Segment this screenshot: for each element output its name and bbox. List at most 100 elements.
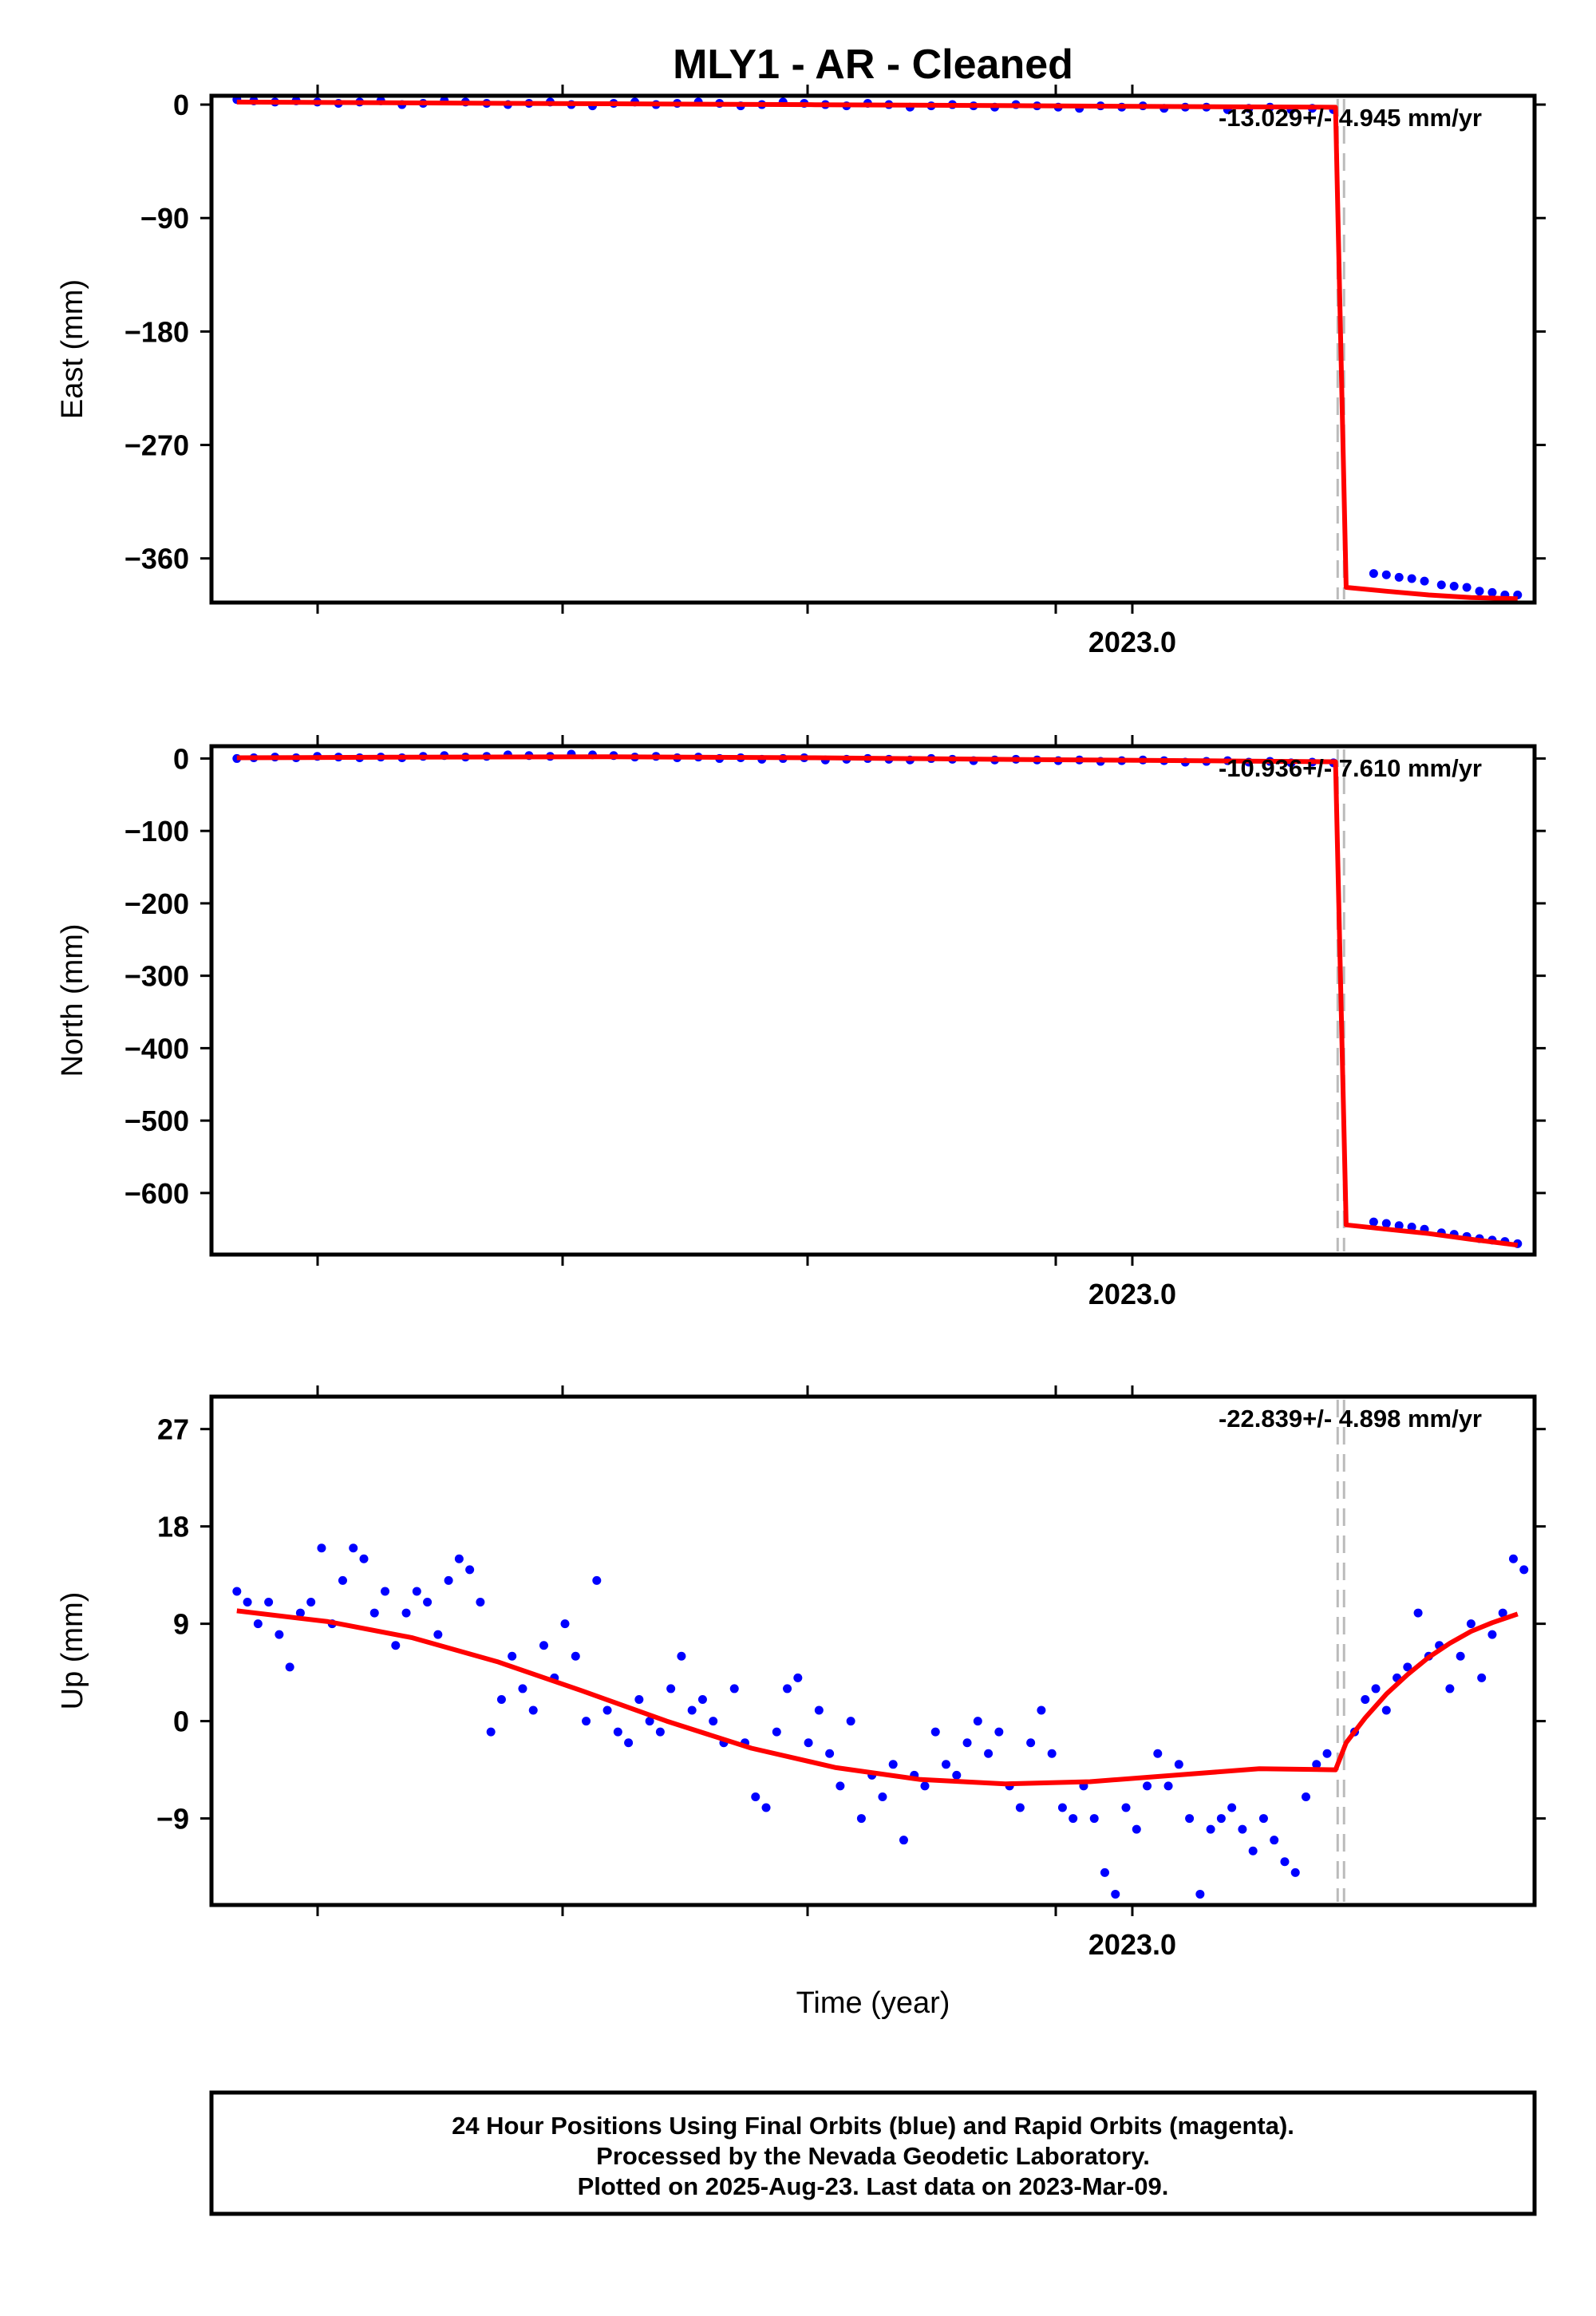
- observation-point: [1361, 1694, 1370, 1704]
- observation-point: [1069, 1814, 1078, 1824]
- x-tick-label: 2023.0: [1088, 1278, 1176, 1310]
- north-panel: 0 −100 −200 −300 −400 −500 −600 2023.0 North (mm…: [56, 735, 1546, 1310]
- observation-point: [1301, 1792, 1310, 1801]
- observation-point: [1403, 1662, 1412, 1672]
- observation-point: [338, 1575, 347, 1585]
- footer-box: [209, 2090, 1537, 2216]
- observation-point: [486, 1727, 496, 1737]
- observation-point: [391, 1641, 401, 1650]
- observation-point: [1394, 572, 1404, 582]
- observation-point: [655, 1727, 665, 1737]
- observation-point: [433, 1630, 443, 1639]
- footer-line-3: Plotted on 2025-Aug-23. Last data on 202…: [578, 2172, 1169, 2200]
- y-axis-label: North (mm): [56, 923, 89, 1077]
- y-tick-label: −300: [124, 960, 189, 993]
- observation-point: [1519, 1565, 1529, 1575]
- observation-point: [369, 1608, 379, 1618]
- observation-point: [465, 1565, 475, 1575]
- up-panel: 27 18 9 0 −9 2023.0 Up (mm) -22.839+/- 4.898 mm…: [56, 1385, 1546, 1961]
- observation-point: [1111, 1889, 1120, 1899]
- observation-point: [359, 1554, 369, 1563]
- observation-point: [1143, 1781, 1152, 1791]
- observation-point: [1381, 570, 1391, 579]
- observation-point: [592, 1575, 602, 1585]
- observation-point: [1290, 1867, 1300, 1877]
- observation-point: [751, 1792, 760, 1801]
- y-tick-label: −200: [124, 887, 189, 920]
- observation-point: [1248, 1846, 1258, 1856]
- observation-point: [1322, 1749, 1332, 1758]
- observation-point: [1089, 1814, 1099, 1824]
- observation-point: [1420, 576, 1429, 586]
- observation-point: [571, 1651, 580, 1661]
- observation-point: [1466, 1619, 1476, 1629]
- y-tick-label: −270: [124, 429, 189, 462]
- y-tick-label: 18: [157, 1511, 189, 1543]
- observation-point: [349, 1543, 358, 1553]
- observation-point: [253, 1619, 263, 1629]
- observation-point: [1047, 1749, 1057, 1758]
- velocity-annotation: -13.029+/- 4.945 mm/yr: [1219, 104, 1482, 132]
- observation-point: [899, 1836, 908, 1845]
- observation-point: [412, 1587, 421, 1596]
- observation-point: [1280, 1857, 1290, 1867]
- observation-point: [423, 1598, 433, 1607]
- observation-point: [687, 1705, 697, 1715]
- observation-point: [1475, 587, 1484, 596]
- observation-point: [243, 1598, 252, 1607]
- observation-point: [275, 1630, 284, 1639]
- observation-point: [560, 1619, 570, 1629]
- observation-point: [952, 1770, 962, 1780]
- observation-point: [1381, 1705, 1391, 1715]
- observation-point: [677, 1651, 686, 1661]
- observation-point: [1312, 1760, 1321, 1769]
- observation-point: [528, 1705, 538, 1715]
- observation-point: [1371, 1684, 1381, 1694]
- observation-point: [1100, 1867, 1109, 1877]
- observation-point: [1270, 1836, 1279, 1845]
- y-tick-label: 27: [157, 1413, 189, 1446]
- y-tick-label: 9: [173, 1608, 189, 1641]
- observation-point: [613, 1727, 622, 1737]
- observation-point: [1381, 1219, 1391, 1228]
- observation-point: [729, 1684, 739, 1694]
- observation-point: [1206, 1824, 1215, 1834]
- observation-point: [645, 1717, 654, 1726]
- model-fit-line: [236, 99, 1518, 602]
- footer-line-2: Processed by the Nevada Geodetic Laborat…: [596, 2142, 1150, 2170]
- observation-point: [825, 1749, 835, 1758]
- y-tick-label: −400: [124, 1032, 189, 1065]
- observation-point: [1227, 1803, 1237, 1812]
- y-tick-label: −9: [156, 1803, 189, 1836]
- observation-point: [984, 1749, 994, 1758]
- observation-point: [476, 1598, 485, 1607]
- plot-frame: [209, 744, 1537, 1257]
- y-tick-label: −90: [140, 202, 189, 235]
- observation-point: [1456, 1651, 1465, 1661]
- observation-point: [994, 1727, 1004, 1737]
- y-tick-label: −180: [124, 315, 189, 348]
- observation-point: [1132, 1824, 1141, 1834]
- y-tick-label: −360: [124, 543, 189, 575]
- observation-point: [1037, 1705, 1046, 1715]
- observation-point: [264, 1598, 274, 1607]
- x-tick-label: 2023.0: [1088, 626, 1176, 658]
- observation-point: [962, 1738, 972, 1748]
- observation-point: [1449, 581, 1459, 591]
- observation-point: [1121, 1803, 1131, 1812]
- plot-frame: [209, 93, 1537, 605]
- x-tick-label: 2023.0: [1088, 1928, 1176, 1961]
- observation-point: [1394, 1221, 1404, 1231]
- observation-point: [804, 1738, 813, 1748]
- observation-point: [930, 1727, 940, 1737]
- observation-point: [518, 1684, 527, 1694]
- observation-point: [761, 1803, 771, 1812]
- observation-point: [1436, 580, 1446, 590]
- observation-point: [496, 1694, 506, 1704]
- footer-line-1: 24 Hour Positions Using Final Orbits (bl…: [452, 2112, 1294, 2140]
- observation-point: [1445, 1684, 1455, 1694]
- observation-point: [285, 1662, 294, 1672]
- observation-point: [920, 1781, 930, 1791]
- observation-point: [1477, 1673, 1487, 1682]
- model-fit-line: [236, 1608, 1519, 1787]
